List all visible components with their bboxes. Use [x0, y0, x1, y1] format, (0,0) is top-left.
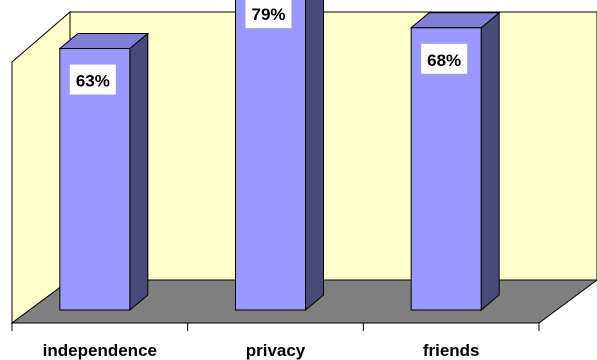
bar-front [235, 0, 306, 311]
data-label-box [245, 0, 292, 29]
data-label-box [421, 43, 468, 74]
data-label-text: 79% [251, 5, 285, 24]
data-label: 68% [421, 43, 468, 74]
bar-side [480, 11, 500, 312]
back-wall [69, 11, 597, 281]
data-label-box [69, 64, 116, 95]
x-tick-label: independence [43, 341, 157, 360]
x-tick-labels: independence privacy friends [43, 341, 480, 360]
bar-privacy: 79% [235, 0, 324, 312]
data-label: 63% [69, 64, 116, 95]
bar-friends: 68% [409, 11, 501, 312]
x-axis [11, 322, 540, 331]
data-label: 79% [245, 0, 292, 29]
bar-side [305, 0, 324, 312]
data-label-text: 63% [76, 72, 110, 91]
bar-front [410, 27, 482, 311]
bars-group: 63% 79% 68% [58, 0, 501, 312]
data-label-text: 68% [427, 51, 461, 70]
bar-independence: 63% [58, 32, 150, 312]
x-tick-label: privacy [246, 341, 306, 360]
bar-side [129, 32, 149, 312]
x-tick-label: friends [423, 341, 480, 360]
